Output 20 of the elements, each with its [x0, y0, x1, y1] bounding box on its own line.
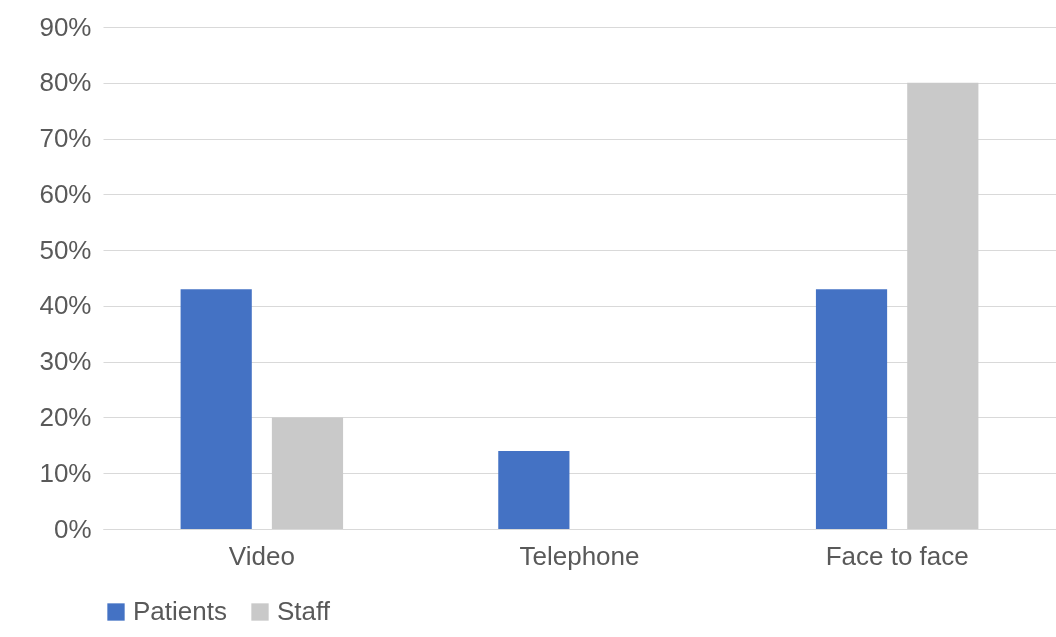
- bar: [498, 450, 570, 529]
- x-tick-label: Video: [228, 540, 295, 571]
- legend-label: Patients: [133, 596, 227, 626]
- y-tick-label: 80%: [39, 67, 92, 98]
- y-tick-label: 50%: [39, 234, 92, 265]
- x-tick-label: Telephone: [519, 540, 640, 571]
- y-tick-label: 70%: [39, 123, 92, 154]
- x-tick-label: Face to face: [825, 540, 969, 571]
- y-tick-label: 10%: [39, 457, 92, 488]
- legend-label: Staff: [277, 596, 331, 626]
- bar: [815, 289, 888, 529]
- bar: [180, 289, 252, 529]
- y-tick-label: 40%: [39, 290, 92, 321]
- y-tick-label: 90%: [39, 11, 92, 42]
- y-tick-label: 20%: [39, 401, 92, 432]
- y-tick-label: 60%: [39, 178, 92, 209]
- bar: [271, 417, 344, 529]
- y-tick-label: 0%: [53, 513, 92, 544]
- bar: [907, 82, 979, 529]
- y-tick-label: 30%: [39, 346, 92, 377]
